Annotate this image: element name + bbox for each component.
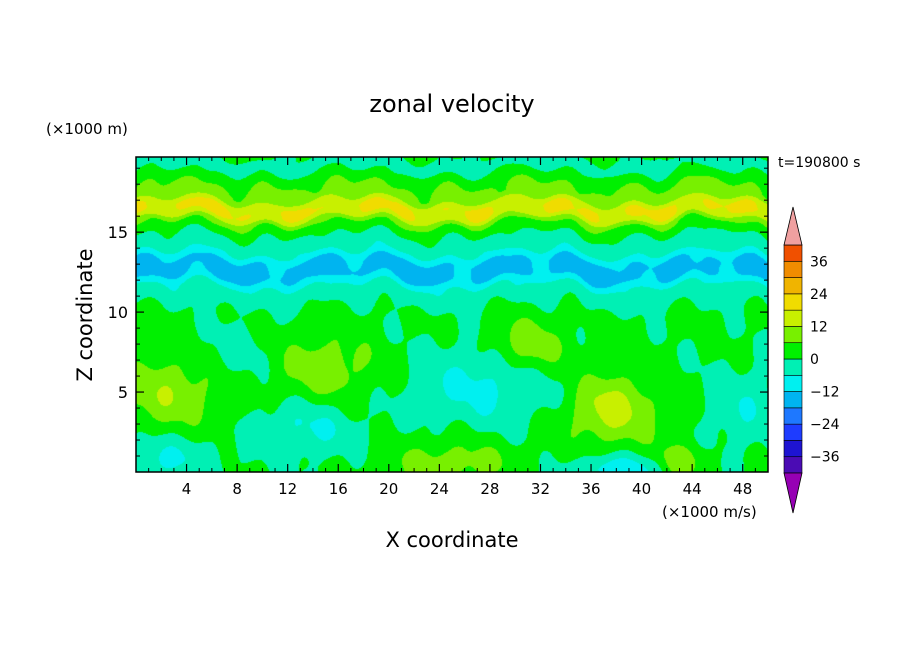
y-axis-title: Z coordinate bbox=[73, 248, 97, 381]
x-tick-label: 4 bbox=[182, 480, 192, 498]
colorbar-swatch bbox=[783, 309, 803, 327]
colorbar-swatch bbox=[783, 244, 803, 262]
colorbar-tick-label: 36 bbox=[810, 254, 828, 270]
contour-field bbox=[136, 157, 768, 472]
x-tick-label: 44 bbox=[683, 480, 702, 498]
colorbar-swatch bbox=[783, 358, 803, 376]
x-tick-label: 40 bbox=[632, 480, 651, 498]
y-unit-label: (×1000 m) bbox=[46, 120, 128, 138]
chart-title: zonal velocity bbox=[369, 90, 534, 118]
colorbar-tick-label: −12 bbox=[810, 385, 840, 401]
time-label: t=190800 s bbox=[778, 155, 860, 171]
y-tick-label: 10 bbox=[108, 303, 128, 322]
x-tick-label: 16 bbox=[329, 480, 348, 498]
colorbar-swatch bbox=[783, 293, 803, 311]
colorbar-over-arrow bbox=[783, 206, 803, 246]
colorbar-tick-label: 24 bbox=[810, 287, 828, 303]
colorbar-under-arrow bbox=[783, 472, 803, 514]
x-axis-title: X coordinate bbox=[385, 528, 518, 552]
colorbar-swatch bbox=[783, 260, 803, 278]
x-tick-label: 28 bbox=[480, 480, 499, 498]
x-tick-label: 32 bbox=[531, 480, 550, 498]
colorbar-tick-label: 12 bbox=[810, 319, 828, 335]
x-tick-label: 36 bbox=[581, 480, 600, 498]
colorbar-tick-label: −24 bbox=[810, 417, 840, 433]
colorbar-swatch bbox=[783, 456, 803, 474]
x-axis: 4 8 12 16 20 24 28 32 36 40 44 48 bbox=[148, 157, 756, 498]
x-tick-label: 24 bbox=[430, 480, 449, 498]
plot-area bbox=[135, 156, 769, 473]
colorbar-swatch bbox=[783, 407, 803, 425]
y-tick-label: 5 bbox=[118, 383, 128, 402]
colorbar-swatch bbox=[783, 326, 803, 344]
colorbar-tick-label: −36 bbox=[810, 450, 840, 466]
colorbar-swatch bbox=[783, 391, 803, 409]
colorbar-swatch bbox=[783, 277, 803, 295]
colorbar: 36 24 12 0 −12 −24 −36 bbox=[783, 206, 840, 514]
x-tick-label: 20 bbox=[379, 480, 398, 498]
x-tick-label: 48 bbox=[733, 480, 752, 498]
x-tick-label: 8 bbox=[232, 480, 242, 498]
colorbar-swatch bbox=[783, 342, 803, 360]
colorbar-swatch bbox=[783, 423, 803, 441]
colorbar-swatch bbox=[783, 374, 803, 392]
colorbar-swatch bbox=[783, 440, 803, 458]
colorbar-tick-label: 0 bbox=[810, 352, 819, 368]
y-tick-label: 15 bbox=[108, 223, 128, 242]
x-tick-label: 12 bbox=[278, 480, 297, 498]
x-unit-label: (×1000 m/s) bbox=[662, 503, 757, 521]
y-axis: 5 10 15 bbox=[108, 167, 768, 457]
